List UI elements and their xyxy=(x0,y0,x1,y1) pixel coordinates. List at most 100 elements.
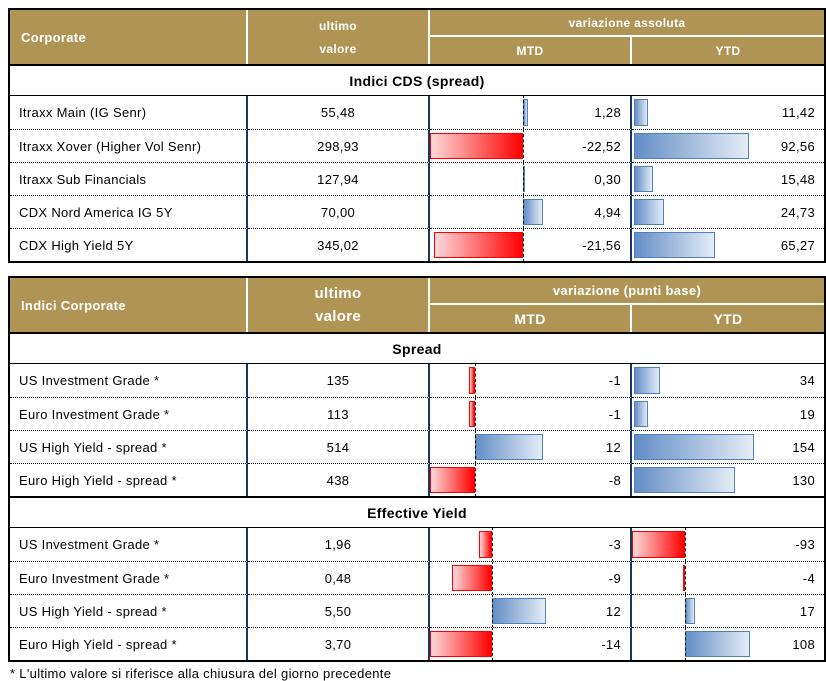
ytd-column-header: YTD xyxy=(632,37,824,64)
row-label: CDX Nord America IG 5Y xyxy=(10,195,248,228)
ytd-data-bar xyxy=(633,401,649,427)
ytd-data-bar xyxy=(633,467,735,493)
zero-axis-line xyxy=(523,196,524,228)
mtd-value: -1 xyxy=(608,406,621,422)
ytd-value: 65,27 xyxy=(780,237,815,253)
ytd-data-bar xyxy=(633,199,665,225)
zero-axis-line xyxy=(474,364,476,397)
ytd-data-bar xyxy=(684,598,696,624)
mtd-value: -9 xyxy=(608,570,621,586)
zero-axis-line xyxy=(474,464,476,496)
zero-axis-line xyxy=(684,562,686,594)
row-label: US High Yield - spread * xyxy=(10,594,248,627)
mtd-value: 0,30 xyxy=(594,171,621,187)
ytd-data-bar xyxy=(632,531,685,558)
footnote: * L'ultimo valore si riferisce alla chiu… xyxy=(10,666,392,681)
section-header: Spread xyxy=(10,332,824,364)
mtd-value: -3 xyxy=(608,537,621,552)
row-label: CDX High Yield 5Y xyxy=(10,228,248,261)
zero-axis-line xyxy=(492,562,494,594)
row-label: US Investment Grade * xyxy=(10,528,248,561)
zero-axis-line xyxy=(523,229,524,261)
zero-axis-line xyxy=(523,130,524,162)
ytd-bar-cell: 19 xyxy=(632,397,824,430)
ytd-data-bar xyxy=(633,232,715,258)
row-label: Euro Investment Grade * xyxy=(10,561,248,594)
mtd-data-bar xyxy=(430,467,475,493)
ytd-bar-cell: 130 xyxy=(632,463,824,496)
mtd-bar-cell: 12 xyxy=(430,430,632,463)
value-header-line1: ultimo xyxy=(314,285,362,302)
ytd-column-header: YTD xyxy=(632,305,824,332)
mtd-data-bar xyxy=(452,565,493,591)
zero-axis-line xyxy=(684,528,686,561)
zero-axis-line xyxy=(474,398,476,430)
mtd-data-bar xyxy=(492,598,546,624)
mtd-column-header: MTD xyxy=(430,305,632,332)
mtd-value: 12 xyxy=(605,603,621,619)
ytd-bar-cell: 24,73 xyxy=(632,195,824,228)
mtd-data-bar xyxy=(430,133,523,159)
value-cell: 127,94 xyxy=(248,162,430,195)
ytd-value: 108 xyxy=(792,636,815,652)
ytd-bar-cell: 154 xyxy=(632,430,824,463)
table-title: Corporate xyxy=(10,10,248,64)
mtd-data-bar xyxy=(474,434,543,460)
ytd-bar-cell: 34 xyxy=(632,364,824,397)
value-cell: 1,96 xyxy=(248,528,430,561)
ytd-bar-cell: 65,27 xyxy=(632,228,824,261)
zero-axis-line xyxy=(474,431,476,463)
value-header-line2: valore xyxy=(314,308,362,325)
mtd-value: 4,94 xyxy=(594,204,621,220)
ytd-value: 34 xyxy=(799,373,815,388)
zero-axis-line xyxy=(684,628,686,660)
row-label: Itraxx Xover (Higher Vol Senr) xyxy=(10,129,248,162)
zero-axis-line xyxy=(523,163,524,195)
mtd-bar-cell: -14 xyxy=(430,627,632,660)
ytd-bar-cell: 15,48 xyxy=(632,162,824,195)
ytd-value: -4 xyxy=(802,570,815,586)
ytd-value: 19 xyxy=(799,406,815,422)
value-cell: 345,02 xyxy=(248,228,430,261)
mtd-value: -21,56 xyxy=(582,237,621,253)
mtd-bar-cell: 0,30 xyxy=(430,162,632,195)
value-cell: 70,00 xyxy=(248,195,430,228)
zero-axis-line xyxy=(492,595,494,627)
value-cell: 55,48 xyxy=(248,96,430,129)
mtd-value: 12 xyxy=(605,439,621,455)
row-label: Itraxx Sub Financials xyxy=(10,162,248,195)
value-cell: 113 xyxy=(248,397,430,430)
zero-axis-line xyxy=(523,96,524,129)
table-title: Indici Corporate xyxy=(10,278,248,332)
ytd-data-bar xyxy=(633,367,661,394)
ytd-value: 24,73 xyxy=(780,204,815,220)
section-header: Effective Yield xyxy=(10,496,824,528)
variation-header: variazione (punti base) xyxy=(430,278,824,305)
ytd-bar-cell: 108 xyxy=(632,627,824,660)
value-cell: 0,48 xyxy=(248,561,430,594)
cds-table: Corporate ultimo valore variazione assol… xyxy=(8,8,826,263)
mtd-bar-cell: 4,94 xyxy=(430,195,632,228)
value-header-line2: valore xyxy=(319,41,357,56)
mtd-data-bar xyxy=(430,631,493,657)
ytd-value: 15,48 xyxy=(780,171,815,187)
zero-axis-line xyxy=(684,595,686,627)
zero-axis-line xyxy=(492,528,494,561)
mtd-bar-cell: -1 xyxy=(430,397,632,430)
value-column-header: ultimo valore xyxy=(248,278,430,332)
ytd-bar-cell: -4 xyxy=(632,561,824,594)
ytd-bar-cell: 92,56 xyxy=(632,129,824,162)
value-header-line1: ultimo xyxy=(319,18,357,33)
value-cell: 135 xyxy=(248,364,430,397)
row-label: Euro High Yield - spread * xyxy=(10,627,248,660)
ytd-value: 92,56 xyxy=(780,138,815,154)
mtd-data-bar xyxy=(434,232,523,258)
mtd-data-bar xyxy=(468,401,475,427)
mtd-bar-cell: 1,28 xyxy=(430,96,632,129)
mtd-value: -22,52 xyxy=(582,138,621,154)
ytd-data-bar xyxy=(633,99,648,126)
mtd-bar-cell: -1 xyxy=(430,364,632,397)
row-label: US High Yield - spread * xyxy=(10,430,248,463)
mtd-bar-cell: -9 xyxy=(430,561,632,594)
value-cell: 298,93 xyxy=(248,129,430,162)
